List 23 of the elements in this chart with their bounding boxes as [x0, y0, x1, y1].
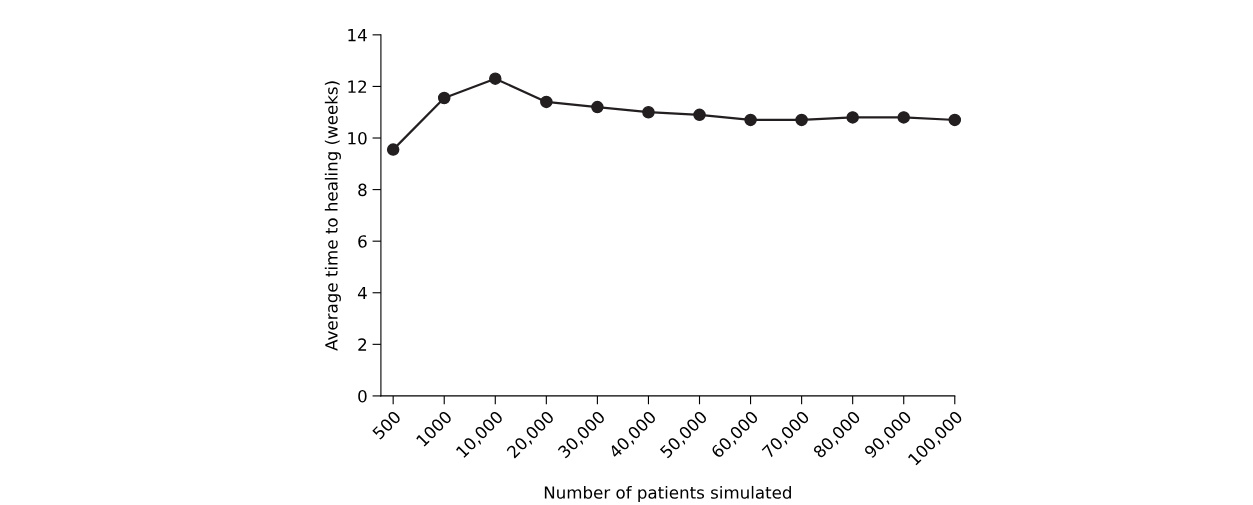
x-tick-label: 500 [371, 410, 402, 440]
point [948, 113, 962, 127]
point [437, 91, 451, 105]
point [846, 111, 859, 124]
y-tick-label: 12 [348, 80, 367, 93]
point [386, 143, 400, 156]
point [693, 108, 706, 122]
y-tick-label: 0 [358, 389, 367, 403]
y-tick-label: 2 [358, 338, 367, 351]
y-tick-label: 8 [358, 183, 367, 197]
point [540, 95, 553, 109]
x-axis-title: Number of patients simulated [544, 485, 791, 503]
point [591, 100, 604, 114]
y-axis-title: Average time to healing (weeks) [324, 81, 341, 351]
point [744, 113, 757, 127]
point [897, 111, 910, 124]
y-tick-label: 4 [357, 286, 367, 300]
y-tick-label: 6 [358, 235, 367, 248]
y-tick-label: 14 [348, 29, 367, 42]
y-tick-label: 10 [348, 131, 367, 145]
point [795, 113, 808, 127]
point [489, 72, 502, 85]
point [642, 105, 655, 119]
